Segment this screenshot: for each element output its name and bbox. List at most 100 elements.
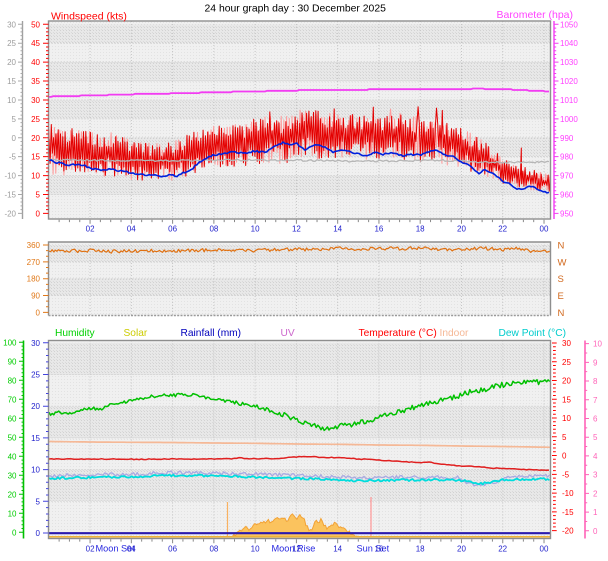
svg-text:18: 18 bbox=[416, 225, 425, 234]
svg-text:4: 4 bbox=[593, 452, 598, 461]
svg-text:20: 20 bbox=[31, 402, 40, 411]
svg-text:50: 50 bbox=[8, 433, 17, 442]
svg-text:Solar: Solar bbox=[124, 328, 148, 339]
svg-text:1040: 1040 bbox=[560, 39, 578, 48]
svg-text:-15: -15 bbox=[4, 191, 16, 200]
svg-text:-5: -5 bbox=[9, 153, 17, 162]
svg-text:06: 06 bbox=[168, 225, 177, 234]
svg-text:00: 00 bbox=[540, 225, 549, 234]
svg-text:15: 15 bbox=[31, 153, 40, 162]
svg-text:E: E bbox=[558, 291, 564, 302]
svg-text:25: 25 bbox=[7, 39, 16, 48]
svg-text:02: 02 bbox=[86, 545, 95, 554]
svg-text:22: 22 bbox=[498, 545, 507, 554]
svg-text:08: 08 bbox=[209, 225, 218, 234]
svg-text:10: 10 bbox=[31, 172, 40, 181]
svg-text:30: 30 bbox=[31, 339, 40, 348]
svg-text:-20: -20 bbox=[4, 209, 16, 218]
svg-text:1010: 1010 bbox=[560, 96, 578, 105]
svg-text:45: 45 bbox=[31, 39, 40, 48]
svg-text:360: 360 bbox=[27, 241, 41, 250]
svg-text:08: 08 bbox=[209, 545, 218, 554]
svg-text:22: 22 bbox=[498, 225, 507, 234]
svg-text:5: 5 bbox=[36, 497, 41, 506]
svg-text:14: 14 bbox=[333, 545, 342, 554]
svg-text:40: 40 bbox=[8, 452, 17, 461]
svg-text:30: 30 bbox=[31, 96, 40, 105]
svg-text:Indoor: Indoor bbox=[440, 328, 469, 339]
svg-text:30: 30 bbox=[8, 471, 17, 480]
svg-text:0: 0 bbox=[36, 209, 41, 218]
svg-text:25: 25 bbox=[562, 358, 571, 367]
svg-text:1: 1 bbox=[593, 508, 598, 517]
svg-text:5: 5 bbox=[36, 191, 41, 200]
svg-text:15: 15 bbox=[562, 395, 571, 404]
svg-text:270: 270 bbox=[27, 258, 41, 267]
svg-text:10: 10 bbox=[7, 96, 16, 105]
svg-text:Dew Point (°C): Dew Point (°C) bbox=[499, 328, 566, 339]
svg-text:90: 90 bbox=[31, 292, 40, 301]
svg-text:6: 6 bbox=[593, 415, 598, 424]
svg-text:20: 20 bbox=[31, 134, 40, 143]
svg-text:10: 10 bbox=[562, 414, 571, 423]
svg-text:180: 180 bbox=[27, 275, 41, 284]
svg-text:20: 20 bbox=[457, 545, 466, 554]
svg-text:970: 970 bbox=[560, 172, 574, 181]
svg-text:Barometer (hpa): Barometer (hpa) bbox=[497, 9, 573, 21]
svg-text:20: 20 bbox=[7, 58, 16, 67]
svg-text:10: 10 bbox=[251, 225, 260, 234]
svg-text:Moon Set: Moon Set bbox=[96, 544, 136, 554]
svg-text:90: 90 bbox=[8, 357, 17, 366]
svg-text:W: W bbox=[558, 257, 567, 268]
svg-text:Sun Set: Sun Set bbox=[357, 544, 390, 554]
svg-text:0: 0 bbox=[12, 134, 17, 143]
svg-text:20: 20 bbox=[8, 490, 17, 499]
svg-text:10: 10 bbox=[8, 509, 17, 518]
svg-text:8: 8 bbox=[593, 377, 598, 386]
svg-text:9: 9 bbox=[593, 358, 598, 367]
svg-text:N: N bbox=[558, 308, 565, 319]
svg-text:24 hour graph day : 30 Decembe: 24 hour graph day : 30 December 2025 bbox=[205, 4, 387, 15]
svg-text:10: 10 bbox=[31, 466, 40, 475]
svg-text:Rainfall (mm): Rainfall (mm) bbox=[181, 328, 242, 339]
svg-text:80: 80 bbox=[8, 376, 17, 385]
svg-text:1000: 1000 bbox=[560, 115, 578, 124]
svg-text:990: 990 bbox=[560, 134, 574, 143]
svg-text:0: 0 bbox=[562, 452, 567, 461]
svg-text:02: 02 bbox=[86, 225, 95, 234]
svg-text:950: 950 bbox=[560, 209, 574, 218]
svg-text:00: 00 bbox=[540, 545, 549, 554]
svg-text:980: 980 bbox=[560, 153, 574, 162]
svg-text:15: 15 bbox=[31, 434, 40, 443]
svg-text:04: 04 bbox=[127, 225, 136, 234]
svg-text:5: 5 bbox=[562, 433, 567, 442]
svg-text:40: 40 bbox=[31, 58, 40, 67]
svg-text:16: 16 bbox=[374, 545, 383, 554]
svg-text:30: 30 bbox=[562, 339, 571, 348]
svg-text:3: 3 bbox=[593, 471, 598, 480]
svg-text:Moon Rise: Moon Rise bbox=[272, 544, 316, 554]
svg-text:18: 18 bbox=[416, 545, 425, 554]
svg-text:30: 30 bbox=[7, 20, 16, 29]
svg-text:20: 20 bbox=[457, 225, 466, 234]
svg-text:N: N bbox=[558, 241, 565, 252]
svg-text:S: S bbox=[558, 274, 564, 285]
svg-text:35: 35 bbox=[31, 77, 40, 86]
svg-text:-20: -20 bbox=[562, 527, 574, 536]
svg-text:10: 10 bbox=[251, 545, 260, 554]
svg-text:70: 70 bbox=[8, 395, 17, 404]
svg-text:25: 25 bbox=[31, 371, 40, 380]
svg-text:60: 60 bbox=[8, 414, 17, 423]
svg-text:0: 0 bbox=[36, 308, 41, 317]
svg-text:16: 16 bbox=[374, 225, 383, 234]
svg-text:04: 04 bbox=[127, 545, 136, 554]
svg-text:14: 14 bbox=[333, 225, 342, 234]
svg-text:0: 0 bbox=[12, 528, 17, 537]
svg-text:960: 960 bbox=[560, 191, 574, 200]
svg-text:06: 06 bbox=[168, 545, 177, 554]
svg-text:1020: 1020 bbox=[560, 77, 578, 86]
svg-text:-10: -10 bbox=[4, 172, 16, 181]
svg-text:5: 5 bbox=[12, 115, 17, 124]
svg-text:7: 7 bbox=[593, 396, 598, 405]
svg-text:5: 5 bbox=[593, 433, 598, 442]
